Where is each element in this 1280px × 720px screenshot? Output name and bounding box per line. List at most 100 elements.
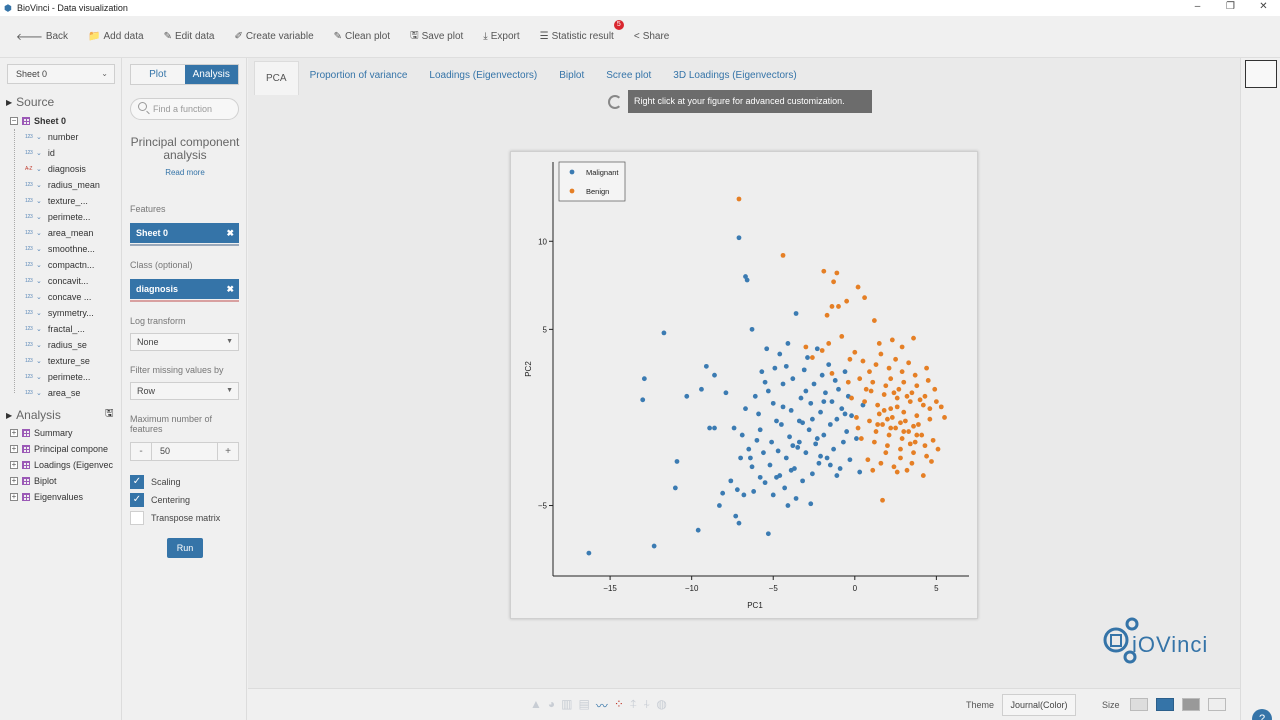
variable-item[interactable]: 123 ⌄ radius_mean: [25, 177, 100, 193]
data-point-benign[interactable]: [896, 386, 902, 392]
data-point-benign[interactable]: [862, 295, 867, 301]
data-point-malignant[interactable]: [723, 390, 729, 396]
data-point-malignant[interactable]: [806, 427, 812, 433]
data-point-benign[interactable]: [854, 415, 859, 420]
data-point-benign[interactable]: [876, 411, 882, 417]
data-point-benign[interactable]: [922, 393, 928, 399]
data-point-malignant[interactable]: [796, 439, 802, 445]
tab-loadings-eigenvectors[interactable]: Loadings (Eigenvectors): [429, 70, 538, 81]
data-point-benign[interactable]: [829, 304, 835, 309]
line-chart-icon[interactable]: 〰: [595, 699, 608, 713]
data-point-malignant[interactable]: [759, 369, 765, 375]
data-point-benign[interactable]: [862, 399, 867, 404]
centering-option[interactable]: ✓ Centering: [130, 493, 190, 507]
data-point-malignant[interactable]: [762, 379, 768, 385]
data-point-malignant[interactable]: [728, 478, 734, 484]
chevron-down-icon[interactable]: ⌄: [36, 214, 42, 221]
data-point-benign[interactable]: [902, 418, 908, 424]
data-point-malignant[interactable]: [780, 404, 786, 410]
collapse-icon[interactable]: −: [10, 116, 18, 125]
data-point-benign[interactable]: [847, 356, 853, 362]
data-point-malignant[interactable]: [823, 390, 828, 396]
data-point-malignant[interactable]: [741, 492, 747, 498]
data-point-benign[interactable]: [867, 369, 872, 375]
data-point-benign[interactable]: [867, 418, 872, 424]
expand-icon[interactable]: +: [10, 476, 18, 485]
data-point-benign[interactable]: [844, 298, 850, 304]
features-chip[interactable]: Sheet 0 ✖: [130, 223, 239, 243]
data-point-malignant[interactable]: [854, 436, 859, 441]
transpose-option[interactable]: Transpose matrix: [130, 511, 220, 525]
data-point-benign[interactable]: [876, 341, 882, 346]
data-point-malignant[interactable]: [777, 473, 783, 478]
data-point-benign[interactable]: [888, 425, 894, 431]
variable-item[interactable]: 123 ⌄ fractal_...: [25, 321, 85, 337]
data-point-benign[interactable]: [932, 386, 938, 392]
data-point-malignant[interactable]: [857, 469, 863, 475]
size-option-large[interactable]: [1182, 698, 1200, 711]
tab-plot[interactable]: Plot: [131, 65, 185, 84]
data-point-benign[interactable]: [889, 337, 895, 343]
data-point-malignant[interactable]: [757, 427, 763, 433]
data-point-benign[interactable]: [911, 450, 916, 456]
data-point-malignant[interactable]: [738, 455, 744, 461]
data-point-benign[interactable]: [927, 406, 933, 412]
data-point-benign[interactable]: [780, 252, 786, 258]
data-point-benign[interactable]: [924, 365, 929, 371]
data-point-malignant[interactable]: [829, 399, 835, 404]
variable-item[interactable]: 123 ⌄ concave ...: [25, 289, 91, 305]
tab-3d-loadings-eigenvectors[interactable]: 3D Loadings (Eigenvectors): [673, 70, 797, 81]
data-point-benign[interactable]: [906, 429, 912, 434]
data-point-malignant[interactable]: [734, 487, 740, 493]
data-point-malignant[interactable]: [777, 351, 783, 357]
data-point-malignant[interactable]: [651, 543, 657, 549]
analysis-item[interactable]: + Eigenvalues: [10, 489, 118, 505]
size-option-small[interactable]: [1130, 698, 1148, 711]
data-point-malignant[interactable]: [803, 388, 809, 394]
data-point-malignant[interactable]: [831, 446, 836, 452]
data-point-benign[interactable]: [883, 450, 889, 456]
read-more-link[interactable]: Read more: [165, 168, 205, 177]
data-point-malignant[interactable]: [816, 460, 822, 466]
data-point-benign[interactable]: [904, 393, 910, 399]
data-point-benign[interactable]: [870, 467, 876, 473]
variable-item[interactable]: 123 ⌄ perimete...: [25, 369, 90, 385]
analysis-item[interactable]: + Biplot: [10, 473, 118, 489]
sheet-node[interactable]: − Sheet 0: [10, 113, 66, 129]
data-point-malignant[interactable]: [824, 455, 830, 461]
data-point-benign[interactable]: [860, 358, 866, 364]
scaling-option[interactable]: ✓ Scaling: [130, 475, 181, 489]
pca-scatter-svg[interactable]: −15 −10 −5 0 5 −5 5 10 PC1 PC2 Malignant Benign: [511, 152, 979, 620]
data-point-benign[interactable]: [886, 432, 892, 438]
data-point-benign[interactable]: [863, 386, 869, 392]
data-point-malignant[interactable]: [699, 386, 704, 392]
data-point-malignant[interactable]: [801, 367, 807, 373]
data-point-benign[interactable]: [878, 460, 884, 466]
data-point-benign[interactable]: [736, 196, 742, 202]
remove-icon[interactable]: ✖: [226, 228, 234, 238]
data-point-benign[interactable]: [898, 446, 903, 452]
expand-icon[interactable]: +: [10, 428, 18, 437]
chevron-down-icon[interactable]: ⌄: [36, 166, 42, 173]
edit-data-button[interactable]: ✎ Edit data: [164, 31, 215, 42]
data-point-malignant[interactable]: [811, 381, 817, 387]
chevron-down-icon[interactable]: ⌄: [36, 262, 42, 269]
data-point-benign[interactable]: [855, 425, 861, 431]
size-option-medium[interactable]: [1156, 698, 1174, 711]
data-point-benign[interactable]: [865, 457, 871, 463]
data-point-malignant[interactable]: [770, 492, 776, 498]
data-point-malignant[interactable]: [819, 372, 825, 378]
transpose-checkbox[interactable]: [130, 511, 144, 525]
data-point-benign[interactable]: [885, 443, 890, 449]
data-point-benign[interactable]: [920, 473, 926, 478]
data-point-malignant[interactable]: [803, 450, 809, 456]
data-point-malignant[interactable]: [842, 411, 848, 417]
data-point-malignant[interactable]: [672, 485, 678, 491]
data-point-benign[interactable]: [855, 284, 861, 290]
variable-item[interactable]: 123 ⌄ perimete...: [25, 209, 90, 225]
chevron-down-icon[interactable]: ⌄: [36, 310, 42, 317]
data-point-benign[interactable]: [894, 404, 900, 410]
analysis-item[interactable]: + Loadings (Eigenvec: [10, 457, 118, 473]
data-point-malignant[interactable]: [834, 473, 840, 478]
data-point-benign[interactable]: [909, 460, 915, 466]
